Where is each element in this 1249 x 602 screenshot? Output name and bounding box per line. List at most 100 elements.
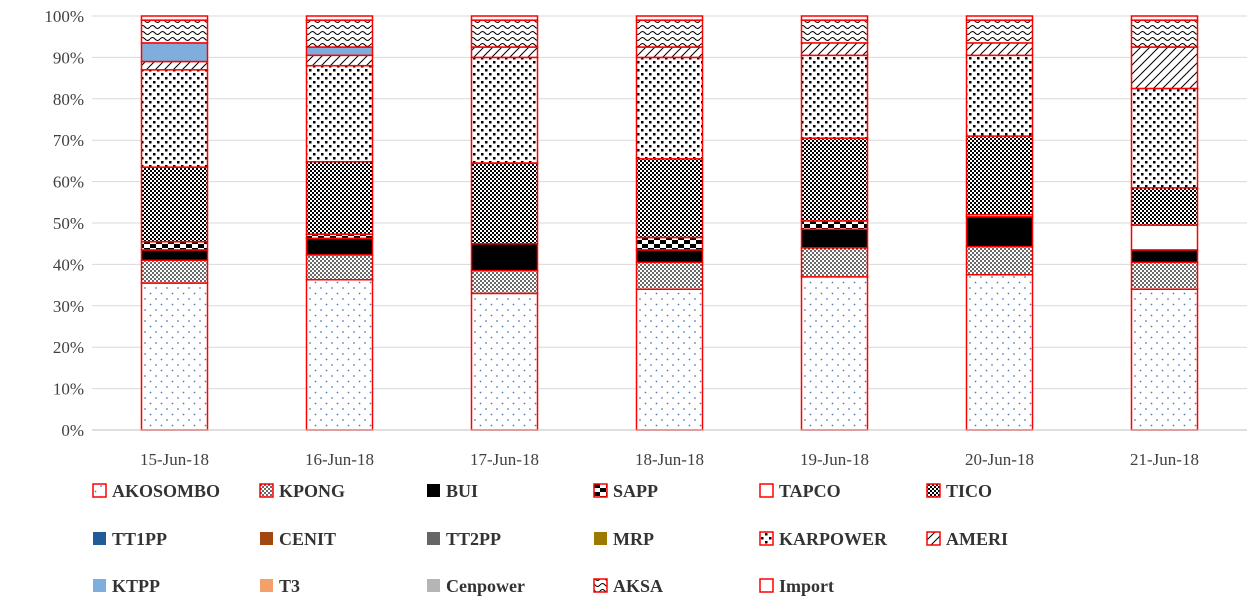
y-tick-label: 100% <box>44 7 84 26</box>
bar-stack-19-jun-18 <box>800 15 869 431</box>
bar-segment-akosombo <box>140 282 209 431</box>
bar-stack-16-jun-18 <box>305 15 374 431</box>
legend-item-t3: T3 <box>260 576 300 596</box>
bar-stack-15-jun-18 <box>140 15 209 431</box>
legend-swatch <box>759 531 774 546</box>
bar-segment-akosombo <box>470 292 539 431</box>
x-tick-label: 19-Jun-18 <box>800 450 869 469</box>
x-tick-label: 17-Jun-18 <box>470 450 539 469</box>
y-tick-label: 90% <box>53 48 84 67</box>
legend-item-tapco: TAPCO <box>759 481 841 501</box>
y-tick-label: 70% <box>53 131 84 150</box>
bar-stack-18-jun-18 <box>635 15 704 431</box>
legend-item-bui: BUI <box>427 481 478 501</box>
bar-segment-aksa <box>305 19 374 48</box>
bar-segment-ameri <box>965 42 1034 57</box>
bar-stack-20-jun-18 <box>965 15 1034 431</box>
legend-swatch <box>93 579 106 592</box>
legend-item-ameri: AMERI <box>926 529 1008 549</box>
bar-segment-akosombo <box>965 274 1034 431</box>
bar-segment-kpong <box>1130 261 1199 290</box>
bar-segment-kpong <box>140 259 209 284</box>
legend-label: T3 <box>279 576 300 596</box>
legend-item-sapp: SAPP <box>593 481 658 501</box>
bar-stack-21-jun-18 <box>1130 15 1199 431</box>
legend-item-mrp: MRP <box>594 529 654 549</box>
x-tick-label: 18-Jun-18 <box>635 450 704 469</box>
y-tick-label: 60% <box>53 173 84 192</box>
bar-segment-aksa <box>800 19 869 44</box>
bar-segment-akosombo <box>635 288 704 431</box>
legend-label: KARPOWER <box>779 529 888 549</box>
y-tick-label: 0% <box>61 421 84 440</box>
bar-segment-kpong <box>470 269 539 295</box>
bar-segment-import <box>965 15 1034 21</box>
bar-segment-akosombo <box>1130 288 1199 431</box>
x-axis: 15-Jun-18 16-Jun-18 17-Jun-18 18-Jun-18 19-J… <box>92 429 1247 469</box>
bar-segment-tico <box>965 135 1034 216</box>
legend-item-karpower: KARPOWER <box>759 529 888 549</box>
legend-swatch <box>427 579 440 592</box>
bar-segment-karpower <box>800 54 869 139</box>
bar-segment-import <box>305 15 374 21</box>
bar-segment-karpower <box>470 56 539 164</box>
legend-label: CENIT <box>279 529 336 549</box>
legend-label: KPONG <box>279 481 345 501</box>
bar-segment-karpower <box>140 69 209 168</box>
bar-segment-sapp <box>635 236 704 251</box>
bar-segment-import <box>800 15 869 21</box>
bar-segment-tico <box>470 162 539 245</box>
legend-label: AMERI <box>946 529 1008 549</box>
bar-segment-bui <box>470 242 539 272</box>
legend-item-tt2pp: TT2PP <box>427 529 501 549</box>
bar-segment-aksa <box>965 19 1034 44</box>
legend-item-aksa: AKSA <box>593 576 663 596</box>
bar-segment-akosombo <box>800 276 869 431</box>
x-tick-label: 20-Jun-18 <box>965 450 1034 469</box>
legend-label: TT2PP <box>446 529 501 549</box>
legend-item-ktpp: KTPP <box>93 576 160 596</box>
bar-segment-bui <box>800 228 869 249</box>
bar-segment-akosombo <box>305 278 374 431</box>
bar-segment-kpong <box>635 261 704 290</box>
x-tick-label: 15-Jun-18 <box>140 450 209 469</box>
legend-swatch <box>92 483 107 498</box>
legend-label: BUI <box>446 481 478 501</box>
bar-segment-kpong <box>800 247 869 278</box>
y-axis: 0% 10% 20% 30% 40% 50% 60% 70% 80% 90% 100% <box>44 7 84 440</box>
legend-item-cenit: CENIT <box>260 529 336 549</box>
bar-segment-bui <box>635 249 704 264</box>
legend-swatch <box>93 532 106 545</box>
legend-label: KTPP <box>112 576 160 596</box>
legend-swatch <box>260 579 273 592</box>
bar-stack-17-jun-18 <box>470 15 539 431</box>
legend-swatch <box>759 578 774 593</box>
y-tick-label: 50% <box>53 214 84 233</box>
bar-segment-sapp <box>800 220 869 230</box>
legend-swatch <box>926 483 941 498</box>
bar-segment-ameri <box>1130 46 1199 90</box>
bar-segment-aksa <box>1130 19 1199 48</box>
legend-item-akosombo: AKOSOMBO <box>92 481 220 501</box>
bars <box>140 15 1199 431</box>
legend-item-cenpower: Cenpower <box>427 576 525 596</box>
legend-label: AKOSOMBO <box>112 481 220 501</box>
legend-swatch <box>260 532 273 545</box>
bar-segment-ameri <box>140 60 209 71</box>
legend-item-kpong: KPONG <box>259 481 345 501</box>
legend-label: Import <box>779 576 834 596</box>
legend-swatch <box>427 532 440 545</box>
legend-item-tico: TICO <box>926 481 992 501</box>
bar-segment-karpower <box>305 64 374 163</box>
legend-label: MRP <box>613 529 654 549</box>
bar-segment-tapco <box>1130 224 1199 251</box>
bar-segment-tico <box>305 160 374 235</box>
bar-segment-ameri <box>635 46 704 59</box>
bar-segment-ameri <box>800 42 869 57</box>
legend-item-tt1pp: TT1PP <box>93 529 167 549</box>
bar-segment-sapp <box>140 240 209 251</box>
y-tick-label: 20% <box>53 338 84 357</box>
bar-segment-aksa <box>635 19 704 48</box>
bar-segment-tico <box>635 158 704 239</box>
legend-swatch <box>593 578 608 593</box>
